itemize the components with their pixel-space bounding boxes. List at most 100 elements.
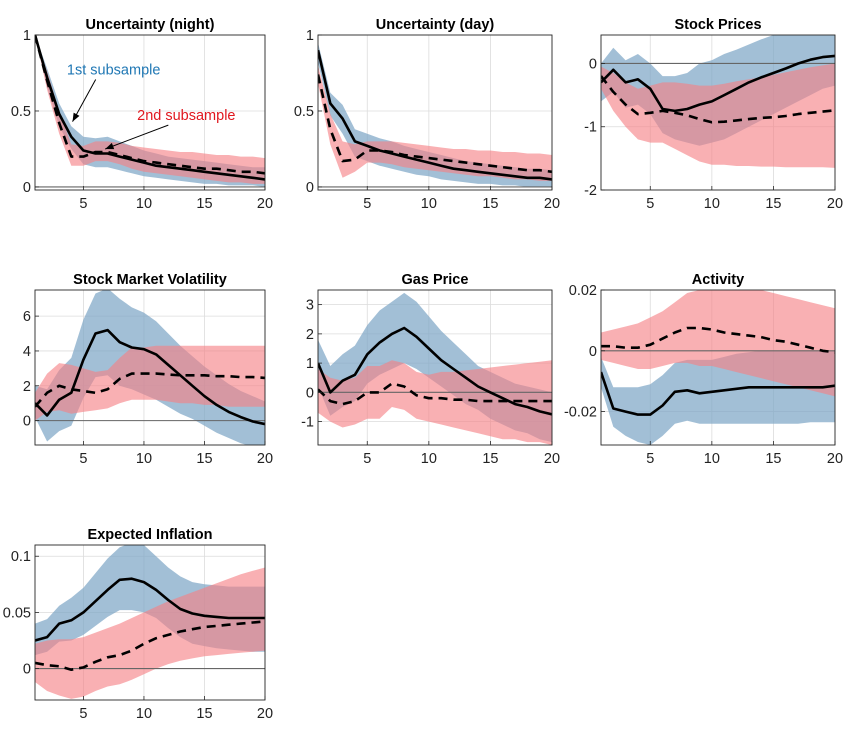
response-line-solid xyxy=(35,577,265,642)
y-tick-label: 2 xyxy=(23,379,31,395)
x-tick-label: 5 xyxy=(79,196,87,212)
axes-frame xyxy=(34,544,266,701)
response-line-dashed xyxy=(35,372,265,408)
confidence-band-2nd-subsample xyxy=(35,345,265,421)
y-tick-label: 0.1 xyxy=(11,549,31,565)
plot-area xyxy=(318,42,552,188)
plot-area xyxy=(601,35,835,168)
plot-area xyxy=(35,290,265,445)
x-tick-label: 15 xyxy=(196,451,212,467)
y-tick-label: 1 xyxy=(23,28,31,44)
annotation-2nd-subsample: 2nd subsample xyxy=(137,108,235,124)
x-tick-label: 20 xyxy=(544,196,560,212)
confidence-band-2nd-subsample xyxy=(601,290,835,397)
response-line-dashed xyxy=(601,75,835,124)
panel-2: 5 10 15 20 0 0.5 1 Uncertainty (day) xyxy=(294,17,560,212)
y-tick-label: 0 xyxy=(306,385,314,401)
plot-area xyxy=(35,545,265,699)
x-tick-label: 10 xyxy=(136,196,152,212)
panel-title: Activity xyxy=(692,272,744,288)
x-tick-label: 5 xyxy=(79,451,87,467)
confidence-band-2nd-subsample xyxy=(35,567,265,699)
y-tick-label: -1 xyxy=(301,415,314,431)
y-tick-label: 0.05 xyxy=(3,605,31,621)
panel-5: 5 10 15 20 -1 0 1 2 3 Gas Price xyxy=(301,272,560,467)
x-tick-label: 5 xyxy=(363,196,371,212)
x-tick-label: 10 xyxy=(704,451,720,467)
x-tick-label: 10 xyxy=(136,706,152,722)
arrow-head xyxy=(105,142,115,150)
response-line-solid xyxy=(318,326,552,416)
axes-frame xyxy=(600,34,836,191)
y-tick-label: -2 xyxy=(584,183,597,199)
response-line-solid xyxy=(35,328,265,426)
response-line-solid xyxy=(318,49,552,181)
axes-frame xyxy=(317,289,553,446)
y-tick-label: 0.02 xyxy=(569,283,597,299)
confidence-band-2nd-subsample xyxy=(601,63,835,168)
x-tick-label: 10 xyxy=(136,451,152,467)
panel-4: 5 10 15 20 0 2 4 6 Stock Market Volatility xyxy=(23,272,273,467)
y-tick-label: 4 xyxy=(23,344,31,360)
plot-area xyxy=(601,290,835,445)
panel-title: Uncertainty (night) xyxy=(86,17,215,33)
y-tick-label: 0 xyxy=(23,414,31,430)
x-tick-label: 5 xyxy=(363,451,371,467)
axes-frame xyxy=(600,289,836,446)
x-tick-label: 15 xyxy=(765,196,781,212)
y-tick-label: 0.5 xyxy=(294,104,314,120)
y-tick-label: 3 xyxy=(306,298,314,314)
confidence-band-2nd-subsample xyxy=(318,360,552,445)
panel-1: 5 10 15 20 0 0.5 1 Uncertainty (night) 1st subsa… xyxy=(11,17,273,212)
panel-title: Uncertainty (day) xyxy=(376,17,495,33)
y-tick-label: -0.02 xyxy=(564,405,597,421)
annotation-arrow xyxy=(105,124,169,150)
x-tick-label: 10 xyxy=(704,196,720,212)
y-tick-label: 0 xyxy=(23,180,31,196)
x-tick-label: 5 xyxy=(646,196,654,212)
y-tick-label: 1 xyxy=(306,356,314,372)
x-tick-label: 20 xyxy=(257,706,273,722)
x-tick-label: 20 xyxy=(257,196,273,212)
response-line-dashed xyxy=(318,74,552,174)
panel-title: Expected Inflation xyxy=(88,527,213,543)
axes-frame xyxy=(34,289,266,446)
response-line-dashed xyxy=(35,620,265,672)
y-tick-label: -1 xyxy=(584,120,597,136)
x-tick-label: 15 xyxy=(196,196,212,212)
y-tick-label: 0 xyxy=(589,344,597,360)
x-tick-label: 20 xyxy=(827,196,843,212)
plot-area xyxy=(318,292,552,445)
x-tick-label: 15 xyxy=(482,451,498,467)
x-tick-label: 15 xyxy=(765,451,781,467)
axes-frame xyxy=(317,34,553,191)
y-tick-label: 0 xyxy=(589,56,597,72)
panel-title: Gas Price xyxy=(402,272,469,288)
panel-3: 5 10 15 20 -2 -1 0 Stock Prices xyxy=(584,17,843,212)
x-tick-label: 20 xyxy=(257,451,273,467)
plot-area xyxy=(35,35,265,188)
x-tick-label: 20 xyxy=(827,451,843,467)
response-line-solid xyxy=(35,35,265,181)
confidence-band-2nd-subsample xyxy=(318,65,552,181)
y-tick-label: 0 xyxy=(23,662,31,678)
panel-6: 5 10 15 20 -0.02 0 0.02 Activity xyxy=(564,272,843,467)
y-tick-label: 0 xyxy=(306,180,314,196)
annotation-1st-subsample: 1st subsample xyxy=(67,63,161,79)
y-tick-label: 1 xyxy=(306,28,314,44)
panel-title: Stock Prices xyxy=(674,17,761,33)
x-tick-label: 5 xyxy=(646,451,654,467)
x-tick-label: 15 xyxy=(196,706,212,722)
y-tick-label: 2 xyxy=(306,327,314,343)
panel-title: Stock Market Volatility xyxy=(73,272,227,288)
confidence-band-2nd-subsample xyxy=(35,35,265,184)
axes-frame xyxy=(34,34,266,191)
x-tick-label: 10 xyxy=(421,196,437,212)
response-line-solid xyxy=(601,54,835,113)
x-tick-label: 20 xyxy=(544,451,560,467)
panel-7: 5 10 15 20 0 0.05 0.1 Expected Inflation xyxy=(3,527,273,722)
y-tick-label: 0.5 xyxy=(11,104,31,120)
response-line-dashed xyxy=(601,326,835,354)
response-line-solid xyxy=(601,371,835,416)
